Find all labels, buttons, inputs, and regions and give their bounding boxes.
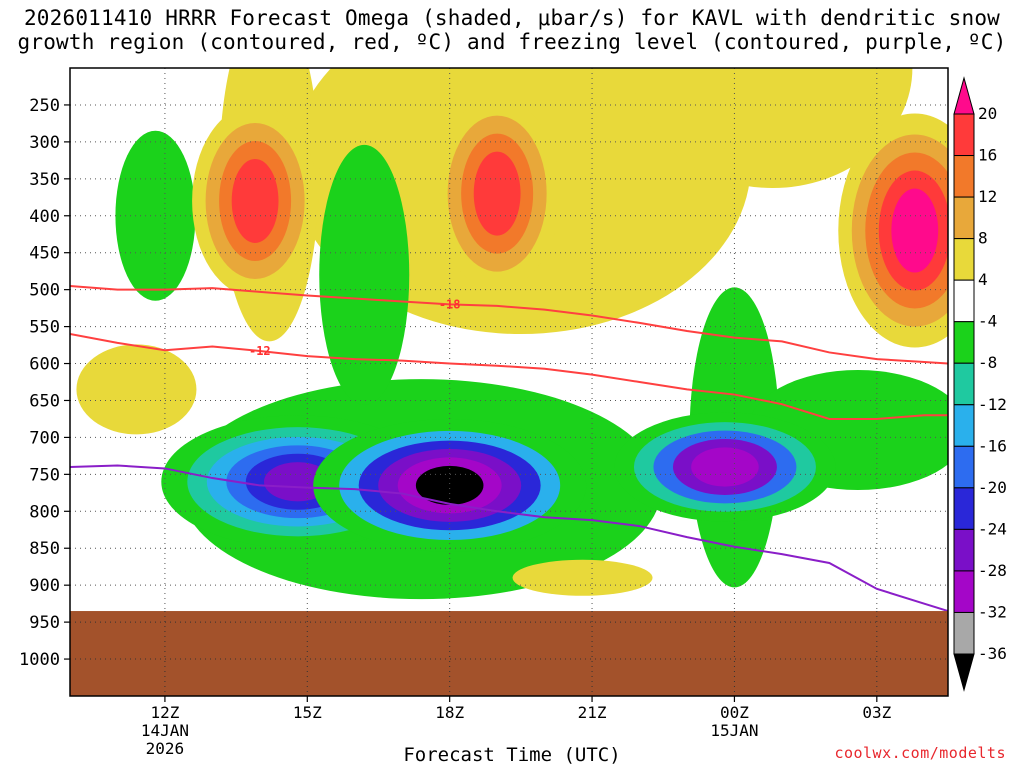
colorbar-box-4 <box>953 238 975 281</box>
y-tick-label-950: 950 <box>29 613 60 633</box>
isotherm-lines: -18 -12 <box>70 284 948 612</box>
x-tick-label-00Z: 00Z <box>720 703 749 722</box>
omega-region-4 <box>76 344 197 435</box>
title-line-1: 2026011410 HRRR Forecast Omega (shaded, … <box>23 6 1001 30</box>
y-tick-label-350: 350 <box>29 170 60 190</box>
x-axis-label: Forecast Time (UTC) <box>403 744 621 766</box>
colorbar-label-5: -4 <box>978 312 997 331</box>
y-tick-label-250: 250 <box>29 96 60 116</box>
omega-region-6 <box>319 144 410 405</box>
x-tick-label-15Z: 15Z <box>293 703 322 722</box>
omega-region-1 <box>632 68 913 188</box>
title-line-2: growth region (contoured, red, ºC) and f… <box>17 30 1007 54</box>
x-tick-label-18Z: 18Z <box>435 703 464 722</box>
colorbar-label-12: -32 <box>978 602 1007 621</box>
series-line-0 <box>70 284 948 365</box>
colorbar-top-arrow <box>953 76 975 115</box>
colorbar-label-7: -12 <box>978 395 1007 414</box>
series-line-2 <box>70 464 948 612</box>
colorbar-box-6 <box>953 321 975 364</box>
y-tick-label-900: 900 <box>29 576 60 596</box>
omega-region-9 <box>512 559 653 596</box>
colorbar-label-3: 8 <box>978 229 988 248</box>
colorbar-box-10 <box>953 487 975 530</box>
y-tick-label-700: 700 <box>29 428 60 448</box>
colorbar-box-2 <box>953 155 975 198</box>
colorbar-box-13 <box>953 611 975 655</box>
series-label-1: -12 <box>249 344 271 358</box>
colorbar-label-6: -8 <box>978 353 997 372</box>
series-line-1 <box>70 332 948 420</box>
y-tick-label-450: 450 <box>29 244 60 264</box>
colorbar-label-4: 4 <box>978 270 988 289</box>
omega-contour-2-4 <box>691 447 759 487</box>
source-credit: coolwx.com/modelts <box>834 744 1006 762</box>
y-tick-label-500: 500 <box>29 281 60 301</box>
colorbar-box-11 <box>953 528 975 572</box>
y-tick-label-600: 600 <box>29 355 60 375</box>
omega-contour-5-4 <box>891 188 939 273</box>
y-tick-label-400: 400 <box>29 207 60 227</box>
y-tick-label-850: 850 <box>29 539 60 559</box>
colorbar-label-2: 12 <box>978 187 997 206</box>
colorbar-label-11: -28 <box>978 561 1007 580</box>
y-tick-label-300: 300 <box>29 133 60 153</box>
chart-title: 2026011410 HRRR Forecast Omega (shaded, … <box>0 6 1024 54</box>
colorbar-label-0: 20 <box>978 104 997 123</box>
x-tick-label-03Z: 03Z <box>862 703 891 722</box>
omega-contour-1-5 <box>415 465 484 506</box>
colorbar-box-7 <box>953 362 975 406</box>
colorbar-box-1 <box>953 113 975 157</box>
x-tick-date-12Z: 14JAN <box>141 721 189 740</box>
colorbar: 20 16 12 8 4 -4 -8 -12 -16 -20 -24 -28 -32 -36 <box>953 76 1007 692</box>
colorbar-box-12 <box>953 570 975 613</box>
ground-surface <box>70 611 948 696</box>
omega-contour-3-3 <box>473 151 521 236</box>
y-tick-label-1000: 1000 <box>19 650 60 670</box>
colorbar-label-1: 16 <box>978 146 997 165</box>
colorbar-box-3 <box>953 196 975 240</box>
colorbar-box-5 <box>953 279 975 323</box>
x-tick-year-12Z: 2026 <box>146 739 185 758</box>
y-axis: 250 300 350 400 450 500 550 600 650 700 750 800 850 9… <box>19 96 70 670</box>
omega-shading <box>70 68 948 696</box>
colorbar-label-9: -20 <box>978 478 1007 497</box>
series-label-0: -18 <box>439 297 461 311</box>
y-tick-label-650: 650 <box>29 391 60 411</box>
x-tick-label-21Z: 21Z <box>578 703 607 722</box>
colorbar-bottom-arrow <box>953 653 975 692</box>
x-tick-date-00Z: 15JAN <box>710 721 758 740</box>
colorbar-label-8: -16 <box>978 436 1007 455</box>
plot-frame <box>69 67 949 697</box>
y-tick-label-750: 750 <box>29 465 60 485</box>
plot-area: -18 -12 <box>70 68 948 696</box>
colorbar-label-10: -24 <box>978 519 1007 538</box>
colorbar-label-13: -36 <box>978 644 1007 663</box>
omega-contour-4-3 <box>231 158 279 243</box>
y-tick-label-800: 800 <box>29 502 60 522</box>
x-tick-label-12Z: 12Z <box>150 703 179 722</box>
colorbar-box-8 <box>953 404 975 447</box>
y-tick-label-550: 550 <box>29 318 60 338</box>
colorbar-box-9 <box>953 445 975 489</box>
